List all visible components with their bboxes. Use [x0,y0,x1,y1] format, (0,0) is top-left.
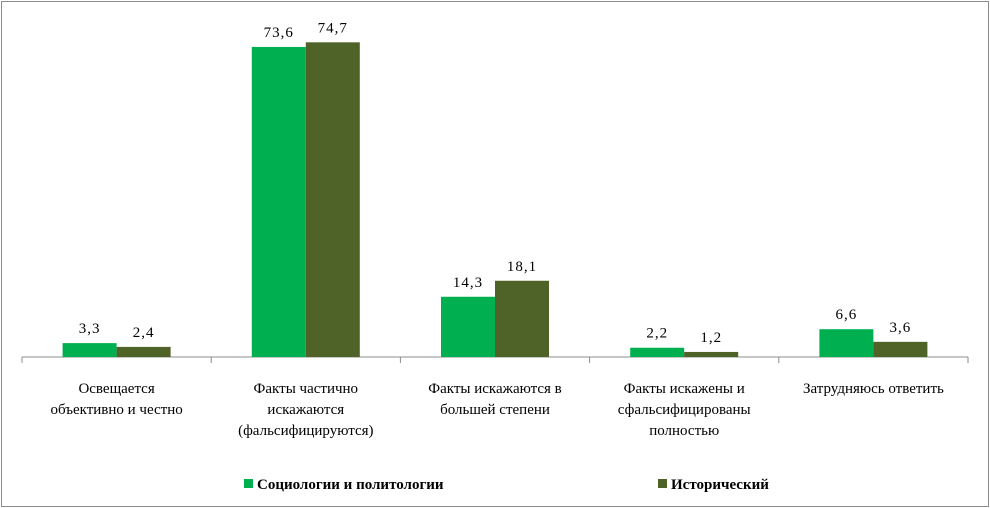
data-label: 3,3 [79,321,101,337]
category-label: Затрудняюсь ответить [803,381,944,397]
bar-history [305,42,360,358]
category-label: Освещается объективно и честно [50,381,182,418]
data-label: 74,7 [318,20,348,36]
bar-sociology [819,329,874,357]
data-label: 3,6 [890,320,912,336]
category-label: Факты искажены и сфальсифицированы полност… [618,381,751,439]
data-label: 6,6 [836,307,858,323]
legend-swatch [244,479,253,488]
data-label: 2,2 [646,326,668,342]
category-label: Факты частично искажаются (фальсифицируютс… [238,381,373,439]
data-label: 2,4 [133,325,155,341]
bar-sociology [251,46,306,358]
bar-sociology [630,347,685,357]
bar-history [873,341,928,357]
data-label: 18,1 [507,259,537,275]
data-label: 1,2 [700,330,722,346]
bar-history [495,280,549,357]
bar-sociology [441,296,495,357]
bar-history [116,346,171,357]
data-label: 14,3 [453,275,483,291]
legend-label: Социологии и политологии [257,477,444,493]
legend-label: Исторический [671,477,769,493]
data-label: 73,6 [264,25,294,41]
bar-history [684,351,739,357]
legend: Социологии и политологии Исторический [244,477,769,493]
category-label: Факты искажаются в большей степени [428,381,562,418]
legend-swatch [658,479,667,488]
bar-sociology [62,343,117,357]
